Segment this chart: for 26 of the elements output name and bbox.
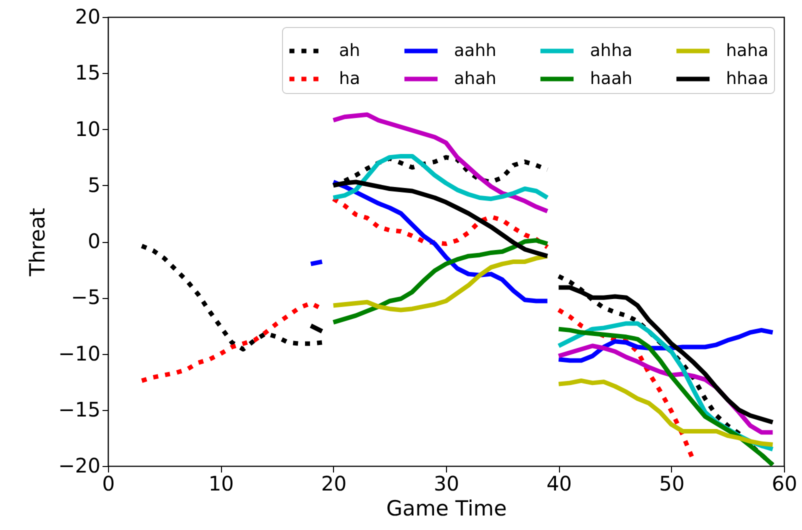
x-tick-label: 0 bbox=[102, 472, 115, 496]
y-axis-title: Threat bbox=[25, 208, 50, 278]
legend-label: ahah bbox=[454, 69, 496, 89]
y-tick-label: 0 bbox=[88, 229, 100, 253]
y-tick-label: −20 bbox=[58, 454, 100, 478]
x-tick-label: 50 bbox=[659, 472, 685, 496]
y-tick-label: −10 bbox=[58, 341, 100, 366]
legend-label: haha bbox=[726, 41, 768, 61]
legend-label: ah bbox=[339, 41, 360, 61]
legend-label: ahha bbox=[590, 41, 632, 61]
y-tick-label: 20 bbox=[75, 4, 100, 28]
x-tick-label: 60 bbox=[772, 472, 798, 496]
x-axis-title: Game Time bbox=[386, 496, 507, 520]
legend-label: aahh bbox=[454, 41, 496, 61]
y-tick-label: −5 bbox=[71, 285, 100, 310]
y-tick-label: −15 bbox=[58, 397, 100, 422]
x-tick-label: 40 bbox=[546, 472, 572, 496]
x-tick-label: 20 bbox=[321, 472, 347, 496]
legend-label: hhaa bbox=[726, 69, 768, 89]
y-tick-label: 10 bbox=[75, 116, 100, 141]
x-tick-label: 30 bbox=[434, 472, 460, 496]
y-tick-label: 15 bbox=[75, 60, 100, 85]
x-tick-label: 10 bbox=[208, 472, 234, 496]
y-tick-label: 5 bbox=[88, 172, 100, 197]
legend-label: ha bbox=[339, 69, 360, 89]
legend-label: haah bbox=[590, 69, 632, 89]
